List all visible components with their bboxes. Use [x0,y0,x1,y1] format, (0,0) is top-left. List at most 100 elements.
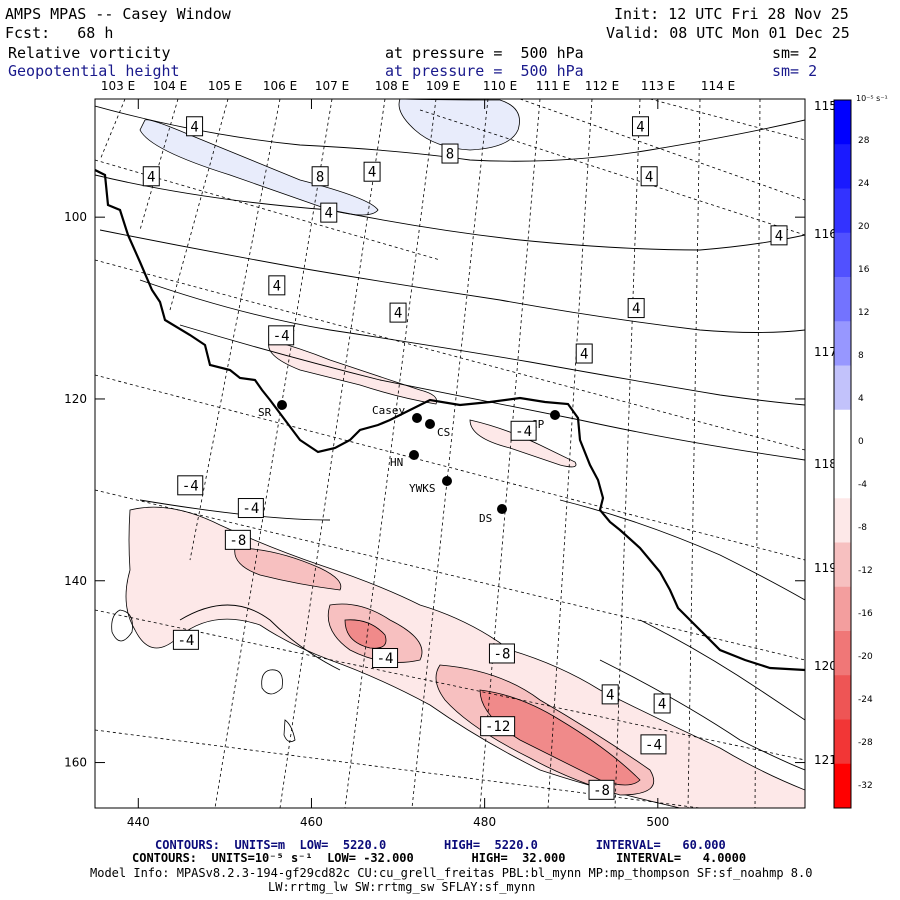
colorbar-tick-label: -4 [858,480,867,490]
station-dot-hn[interactable] [409,450,419,460]
colorbar-segment [834,498,851,543]
parallel-line [95,609,805,761]
contour-label-text: 4 [775,228,783,244]
contour-label: -4 [372,648,399,669]
meridian-line [344,99,437,808]
field1-smoothing: sm= 2 [772,44,818,62]
contour-label-text: -4 [182,478,199,494]
longitude-label-top: 106 E [263,79,297,93]
footer-model-info: Model Info: MPASv8.2.3-194-gf29cd82c CU:… [90,866,813,880]
footer-contours-vorticity: CONTOURS: UNITS=10⁻⁵ s⁻¹ LOW= -32.000 HI… [132,851,747,865]
positive-vorticity-blob-north [398,99,520,151]
chart-title: AMPS MPAS -- Casey Window [5,5,231,23]
colorbar-segment [834,763,851,809]
colorbar-tick-label: 28 [858,136,870,146]
colorbar-units: 10⁻⁵ s⁻¹ [856,94,888,103]
colorbar-segment [834,321,851,366]
contour-label-box [575,343,593,364]
station-dot-cp[interactable] [550,410,560,420]
station-dot-ywks[interactable] [442,476,452,486]
contour-label-text: -4 [645,737,662,753]
contour-label: 4 [186,116,204,137]
contour-label-text: 4 [658,696,666,712]
contour-label-box [480,716,516,737]
footer-contours-height: CONTOURS: UNITS=m LOW= 5220.0 HIGH= 5220… [155,838,726,852]
contour-label: -4 [268,325,295,346]
field2-smoothing: sm= 2 [772,62,818,80]
longitude-label-top: 114 E [701,79,735,93]
negative-vorticity-band-mid [268,339,438,405]
station-label: CS [437,426,450,439]
y-tick-label: 140 [64,574,87,588]
contour-label: 4 [142,166,160,187]
stations [277,400,560,514]
contour-label-box [320,202,338,223]
colorbar-tick-label: -32 [858,781,873,791]
contour-label-text: 4 [645,169,653,185]
contour-label-box [588,779,615,800]
vorticity-contour-minus-12-southeast [479,689,641,786]
coastline [95,169,805,672]
contour-label: 4 [631,116,649,137]
station-label: HN [390,456,403,469]
parallel-line [519,99,805,201]
meridian-line [189,99,281,561]
height-contour-2 [95,174,805,251]
contour-label-group: 4 8 4 4 4 8 4 4 4 4 4 4 -4 4 -4 -4 -4 -8 -4 -4 -8 4 4 -12 -4 -8 [142,116,788,800]
meridian-line [754,99,761,808]
colorbar-tick-label: 4 [858,394,864,404]
contour-label-box [363,161,381,182]
y-tick-label: 160 [64,756,87,770]
contour-label-text: -4 [377,651,394,667]
contour-label: 4 [389,302,407,323]
contour-label-box [770,225,788,246]
x-tick-label: 480 [473,815,496,829]
colorbar-segment [834,454,851,499]
contour-label: -4 [510,420,537,441]
contour-label-text: 4 [325,206,333,222]
contour-label: 4 [363,161,381,182]
contour-label-text: 4 [632,301,640,317]
meridian-line [169,99,229,311]
meridian-line [547,99,593,808]
height-contour-1 [95,105,805,162]
shaded-field [95,99,805,808]
colorbar-tick-label: -28 [858,738,873,748]
colorbar-segment [834,631,851,676]
vorticity-contour-minus-8-west [234,547,342,591]
longitude-label-top: 110 E [483,79,517,93]
station-dot-ds[interactable] [497,504,507,514]
field2-level: at pressure = 500 hPa [385,62,584,80]
contour-label-text: 8 [446,147,454,163]
vorticity-contour-pos-4-eddy-south [261,669,283,695]
longitude-label-top: 108 E [375,79,409,93]
vorticity-contour-pos-4-eddy-southwest [283,719,296,743]
parallel-line [95,374,805,561]
contour-label: -12 [480,716,516,737]
contour-label-box [177,475,204,496]
contour-label: 4 [640,166,658,187]
station-dot-sr[interactable] [277,400,287,410]
y-tick-label: 100 [64,210,87,224]
contour-label-box [640,734,667,755]
colorbar-segment [834,144,851,189]
station-dot-casey[interactable] [412,413,422,423]
colorbar-tick-label: 8 [858,351,864,361]
colorbar-segment [834,719,851,765]
contour-label-box [268,275,286,296]
colorbar-segment [834,409,851,455]
field1-name: Relative vorticity [8,44,171,62]
meridian-line [614,99,641,808]
parallel-line [95,259,805,451]
colorbar-tick-label: -8 [858,523,867,533]
valid-time: Valid: 08 UTC Mon 01 Dec 25 [606,24,850,42]
contour-label-box [640,166,658,187]
contour-label-box [389,302,407,323]
station-dot-cs[interactable] [425,419,435,429]
contour-label: 8 [311,166,329,187]
contour-label-box [311,166,329,187]
contour-label-text: 8 [316,169,324,185]
contour-label: -8 [224,529,251,550]
colorbar-segment [834,188,851,234]
contour-label-text: 4 [273,278,281,294]
